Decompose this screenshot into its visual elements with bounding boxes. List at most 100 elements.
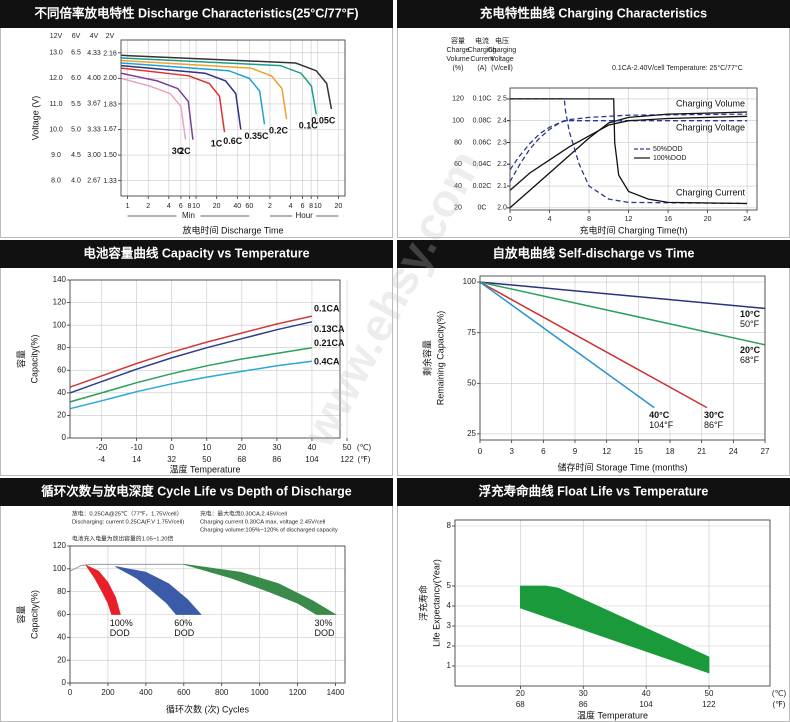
x-axis-label: 温度 Temperature (169, 463, 240, 474)
band-label: DOD (174, 628, 195, 638)
x-tick-label: 40 (233, 203, 241, 210)
line (479, 281, 766, 310)
y-tick-label: 3.00 (87, 152, 101, 159)
x2-tick-label: 14 (132, 455, 141, 464)
y-axis-label: (V/cell) (491, 65, 513, 72)
y-tick-label: 3 (447, 621, 452, 630)
y-tick-label: 1.83 (103, 101, 117, 108)
x-tick-label: 1200 (289, 688, 307, 697)
x-tick-label: 20 (213, 203, 221, 210)
y-tick-label: 120 (53, 541, 67, 550)
y-tick-label: 40 (57, 388, 66, 397)
series-label: 86°F (704, 420, 724, 430)
chart-title: 不同倍率放电特性 Discharge Characteristics(25°C/… (35, 5, 359, 20)
series-label: 0.1C (299, 121, 319, 131)
x-tick-label: 3 (509, 447, 514, 456)
y-axis-label: Charge (447, 47, 470, 54)
x2-tick-label: 104 (305, 455, 319, 464)
x-axis-label: 放电时间 Discharge Time (182, 224, 283, 235)
x2-tick-label: 86 (272, 455, 281, 464)
series-label: 10°C (740, 309, 761, 319)
y-axis-label: Volume (446, 56, 469, 63)
band-label: DOD (110, 628, 131, 638)
y-column-head: 4V (90, 33, 99, 40)
y-tick-label: 9.0 (51, 152, 61, 159)
x2-tick-label: 122 (340, 455, 354, 464)
x-tick-label: 20 (704, 216, 712, 223)
series-label: 50°F (740, 319, 760, 329)
band-label: 100% (110, 618, 133, 628)
x-tick-label: 0 (478, 447, 483, 456)
y-axis-label: (%) (453, 65, 464, 72)
note: 放电：0.25CA@25℃（77℉，1.75V/cell） (72, 510, 182, 518)
y-tick-label: 2.2 (497, 161, 507, 168)
y-axis-label: 电压 (495, 36, 509, 45)
x-tick-label: 0 (169, 443, 174, 452)
band-label: 60% (174, 618, 192, 628)
chart-title: 充电特性曲线 Charging Characteristics (480, 5, 707, 20)
x-tick-label: 20 (334, 203, 342, 210)
series-label: 0.21CA (314, 338, 345, 348)
panel (397, 0, 790, 238)
x-tick-label: -10 (131, 443, 143, 452)
x-tick-label: 30 (272, 443, 281, 452)
series-label: 0.13CA (314, 324, 345, 334)
y-tick-label: 80 (57, 343, 66, 352)
x-tick-label: 40 (307, 443, 316, 452)
x-tick-label: 6 (301, 203, 305, 210)
x-tick-label: 1 (126, 203, 130, 210)
y-axis-label: Voltage (490, 56, 513, 63)
y-tick-label: 0.02C (473, 183, 492, 190)
y-tick-label: 100 (452, 118, 464, 125)
y-tick-label: 4.5 (71, 152, 81, 159)
x-tick-label: 10 (202, 443, 211, 452)
y-tick-label: 5.0 (71, 126, 81, 133)
y-tick-label: 120 (452, 96, 464, 103)
x-tick-label: 1400 (327, 688, 345, 697)
title-bar (0, 240, 393, 268)
y-tick-label: 8.0 (51, 177, 61, 184)
y-axis-label: Life Expectancy(Year) (431, 559, 441, 647)
y-tick-label: 0.06C (473, 139, 492, 146)
x2-unit: (℉) (358, 455, 371, 464)
line (510, 98, 748, 205)
y-axis-label: Charging (488, 47, 517, 54)
y-axis-label: 容量 (15, 350, 26, 368)
y-axis-label: Current (470, 56, 493, 63)
y-tick-label: 0 (62, 433, 67, 442)
note: Discharging: current 0.25CA(F.V 1.75V/ce… (72, 520, 184, 526)
x-axis-label: 循环次数 (次) Cycles (166, 703, 249, 714)
line (479, 281, 655, 409)
series-label: 0.05C (311, 115, 336, 125)
series-label: 20°C (740, 345, 761, 355)
line (120, 77, 187, 140)
x2-tick-label: -4 (98, 455, 106, 464)
line (69, 360, 312, 410)
line (509, 113, 748, 171)
series-label: 2C (179, 146, 191, 156)
y-column-head: 6V (72, 33, 81, 40)
x-tick-label: 10 (314, 203, 322, 210)
y-tick-label: 50 (467, 378, 476, 387)
line (69, 321, 313, 394)
y-tick-label: 0.10C (473, 96, 492, 103)
x-tick-label: 15 (634, 447, 643, 456)
x-tick-label: 600 (177, 688, 191, 697)
band (520, 585, 710, 674)
x-tick-label: 20 (516, 689, 525, 698)
y-tick-label: 4.33 (87, 50, 101, 57)
curve-label: Charging Voltage (676, 122, 745, 132)
series-label: 104°F (649, 420, 674, 430)
x-tick-label: 200 (101, 688, 115, 697)
lead-line (69, 563, 184, 572)
y-axis-label: (A) (477, 65, 486, 72)
x-tick-label: 24 (729, 447, 738, 456)
note: Charging volume:105%~120% of discharged … (200, 528, 338, 534)
y-column-head: 2V (106, 33, 115, 40)
y-axis-label: Voltage (V) (30, 96, 40, 141)
x-tick-label: 4 (289, 203, 293, 210)
x-tick-label: 50 (705, 689, 714, 698)
x-tick-label: 0 (68, 688, 73, 697)
y-tick-label: 1.67 (103, 126, 117, 133)
y-tick-label: 10.0 (49, 126, 63, 133)
